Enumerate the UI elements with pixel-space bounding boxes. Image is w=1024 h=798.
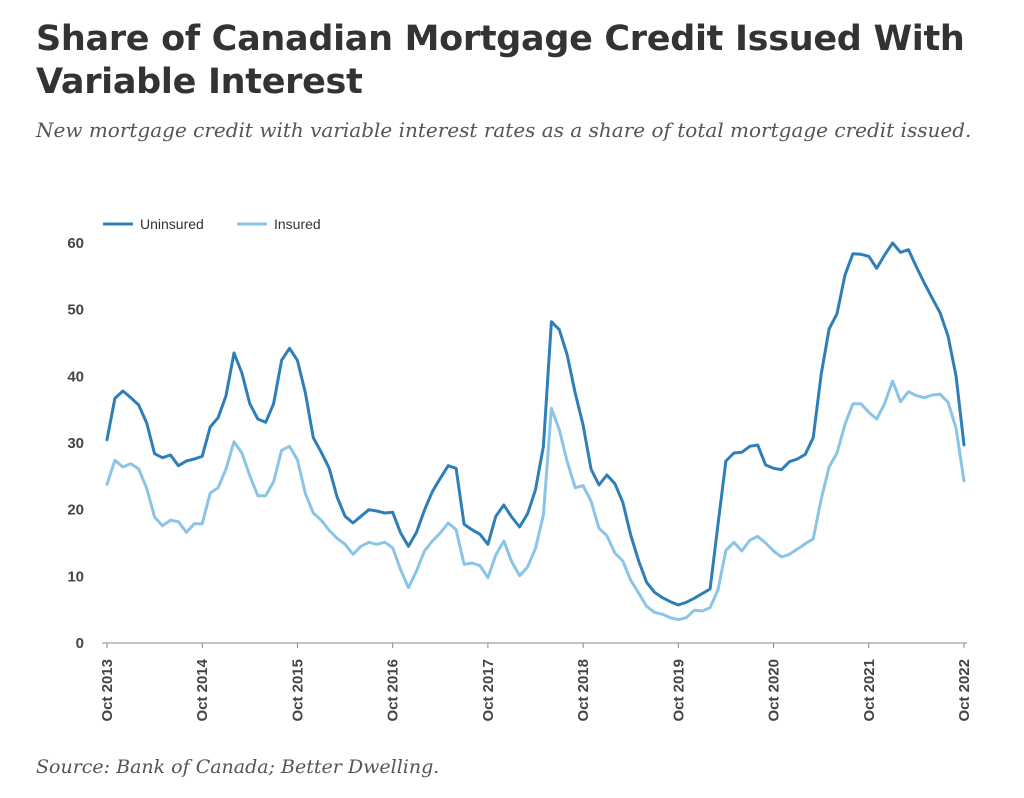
legend-label-uninsured: Uninsured: [140, 216, 204, 232]
x-tick-label: Oct 2015: [289, 659, 306, 722]
x-tick-label: Oct 2020: [766, 659, 783, 722]
y-tick-label: 60: [67, 235, 84, 252]
chart-subtitle: New mortgage credit with variable intere…: [36, 118, 972, 142]
y-tick-label: 30: [67, 435, 84, 452]
y-tick-label: 20: [67, 502, 84, 519]
y-tick-label: 0: [76, 635, 84, 652]
legend: Uninsured Insured: [103, 216, 321, 232]
x-tick-label: Oct 2022: [956, 659, 973, 722]
line-chart: Uninsured Insured 0 10 20 30 40 50 60 Oct 2013…: [67, 216, 973, 722]
series-line-insured: [105, 379, 966, 622]
x-tick-label: Oct 2018: [575, 659, 592, 722]
x-tick-label: Oct 2017: [480, 659, 497, 722]
y-tick-label: 40: [67, 368, 84, 385]
x-axis: Oct 2013 Oct 2014 Oct 2015 Oct 2016 Oct 2017…: [99, 643, 973, 722]
x-tick-label: Oct 2013: [99, 659, 116, 722]
x-tick-label: Oct 2019: [670, 659, 687, 722]
x-tick-label: Oct 2014: [194, 658, 211, 721]
y-tick-label: 50: [67, 302, 84, 319]
x-tick-label: Oct 2016: [385, 659, 402, 722]
series-lines: [105, 241, 966, 622]
legend-label-insured: Insured: [274, 216, 321, 232]
y-tick-label: 10: [67, 568, 84, 585]
chart-title: Share of Canadian Mortgage Credit Issued…: [36, 19, 965, 102]
y-axis: 0 10 20 30 40 50 60: [67, 235, 84, 652]
x-tick-label: Oct 2021: [861, 659, 878, 722]
source-note: Source: Bank of Canada; Better Dwelling.: [36, 756, 440, 778]
series-line-uninsured: [105, 241, 966, 607]
